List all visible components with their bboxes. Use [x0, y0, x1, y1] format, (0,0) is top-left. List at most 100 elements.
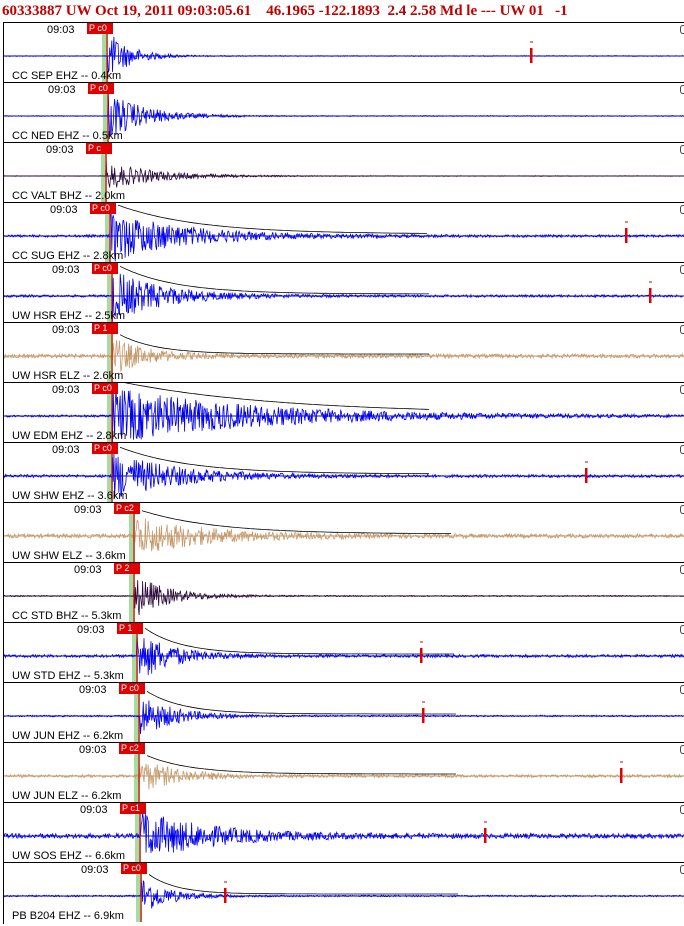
- p-pick-tag[interactable]: P 1: [92, 323, 118, 334]
- waveform: [4, 700, 684, 735]
- trace-panel[interactable]: 09:03 P c0 UW HSR EHZ -- 2.5km: [4, 262, 684, 322]
- trace-panel[interactable]: 09:03 P 1 UW STD EHZ -- 5.3km: [4, 622, 684, 682]
- trace-time-label: 09:03: [81, 864, 109, 876]
- waveform-plot: [4, 623, 684, 682]
- p-pick-tag[interactable]: P c: [86, 143, 112, 154]
- waveform: [4, 389, 684, 442]
- scroll-handle[interactable]: [680, 145, 684, 154]
- pick-window: [107, 443, 113, 502]
- coda-fit-curve: [141, 510, 451, 534]
- station-label: UW HSR EHZ -- 2.5km: [12, 310, 126, 322]
- trace-panel[interactable]: 09:03 P c1 UW SOS EHZ -- 6.6km: [4, 802, 684, 862]
- pick-window: [129, 563, 135, 622]
- trace-panel[interactable]: 09:03 P c0 UW SHW EHZ -- 3.6km: [4, 442, 684, 502]
- scroll-handle[interactable]: [680, 505, 684, 514]
- station-label: UW SHW EHZ -- 3.6km: [12, 490, 128, 502]
- pick-window: [134, 743, 140, 802]
- scroll-handle[interactable]: [680, 685, 684, 694]
- waveform-plot: [4, 803, 684, 862]
- seismogram-stack: 09:03 P c0 CC SEP EHZ -- 0.4km 09:03 P c0 CC …: [3, 22, 684, 924]
- scroll-handle[interactable]: [680, 325, 684, 334]
- scroll-handle[interactable]: [680, 25, 684, 34]
- p-pick-tag[interactable]: P c0: [90, 203, 116, 214]
- trace-panel[interactable]: 09:03 P c2 UW JUN ELZ -- 6.2km: [4, 742, 684, 802]
- pick-window: [136, 863, 142, 922]
- p-pick-tag[interactable]: P c0: [92, 383, 118, 394]
- trace-panel[interactable]: 09:03 P c0 CC SUG EHZ -- 2.8km: [4, 202, 684, 262]
- trace-time-label: 09:03: [52, 384, 80, 396]
- p-pick-tag[interactable]: P c1: [120, 803, 146, 814]
- station-label: CC SEP EHZ -- 0.4km: [12, 70, 122, 82]
- waveform-plot: [4, 143, 684, 202]
- trace-panel[interactable]: 09:03 P c0 UW JUN EHZ -- 6.2km: [4, 682, 684, 742]
- trace-panel[interactable]: 09:03 P 2 CC STD BHZ -- 5.3km: [4, 562, 684, 622]
- pick-window: [129, 503, 135, 562]
- coda-end-marker[interactable]: [620, 768, 623, 783]
- station-label: UW SOS EHZ -- 6.6km: [12, 850, 126, 862]
- scroll-handle[interactable]: [680, 205, 684, 214]
- coda-end-marker[interactable]: [422, 708, 425, 723]
- scroll-handle[interactable]: [680, 625, 684, 634]
- scroll-handle[interactable]: [680, 85, 684, 94]
- scroll-handle[interactable]: [680, 805, 684, 814]
- trace-panel[interactable]: 09:03 P 1 UW HSR ELZ -- 2.6km: [4, 322, 684, 382]
- p-pick-tag[interactable]: P c2: [114, 503, 140, 514]
- coda-end-marker[interactable]: [530, 48, 533, 63]
- waveform: [4, 273, 684, 322]
- coda-end-marker[interactable]: [625, 228, 628, 243]
- p-pick-tag[interactable]: P c0: [92, 443, 118, 454]
- scroll-handle[interactable]: [680, 445, 684, 454]
- scroll-handle[interactable]: [680, 865, 684, 874]
- p-pick-tag[interactable]: P 2: [114, 563, 140, 574]
- p-pick-tag[interactable]: P 1: [117, 623, 143, 634]
- station-label: UW JUN ELZ -- 6.2km: [12, 790, 122, 802]
- scroll-handle[interactable]: [680, 745, 684, 754]
- trace-panel[interactable]: 09:03 P c0 CC NED EHZ -- 0.5km: [4, 82, 684, 142]
- p-pick-tag[interactable]: P c0: [92, 263, 118, 274]
- p-pick-tag[interactable]: P c0: [88, 83, 114, 94]
- waveform: [4, 161, 684, 188]
- waveform: [4, 633, 684, 676]
- coda-fit-curve: [146, 755, 456, 775]
- coda-end-marker[interactable]: [420, 648, 423, 663]
- p-pick-tag[interactable]: P c0: [119, 683, 145, 694]
- station-label: PB B204 EHZ -- 6.9km: [12, 910, 124, 922]
- station-label: UW EDM EHZ -- 2.8km: [12, 430, 127, 442]
- waveform: [4, 763, 684, 790]
- coda-fit-curve: [119, 265, 429, 295]
- trace-panel[interactable]: 09:03 P c0 CC SEP EHZ -- 0.4km: [4, 22, 684, 82]
- trace-panel[interactable]: 09:03 P c CC VALT BHZ -- 2.0km: [4, 142, 684, 202]
- trace-panel[interactable]: 09:03 P c0 PB B204 EHZ -- 6.9km: [4, 862, 684, 922]
- event-header: 60333887 UW Oct 19, 2011 09:03:05.61 46.…: [0, 0, 684, 22]
- trace-time-label: 09:03: [74, 504, 102, 516]
- waveform-plot: [4, 443, 684, 502]
- scroll-handle[interactable]: [680, 385, 684, 394]
- station-label: CC STD BHZ -- 5.3km: [12, 610, 122, 622]
- station-label: CC NED EHZ -- 0.5km: [12, 130, 123, 142]
- coda-end-marker[interactable]: [484, 828, 487, 843]
- coda-end-marker[interactable]: [224, 888, 227, 903]
- coda-fit-curve: [117, 204, 427, 234]
- trace-time-label: 09:03: [50, 204, 78, 216]
- waveform: [4, 879, 684, 909]
- waveform-plot: [4, 383, 684, 442]
- trace-time-label: 09:03: [79, 684, 107, 696]
- trace-panel[interactable]: 09:03 P c2 UW SHW ELZ -- 3.6km: [4, 502, 684, 562]
- scroll-handle[interactable]: [680, 265, 684, 274]
- scroll-handle[interactable]: [680, 565, 684, 574]
- pick-window: [107, 383, 113, 442]
- trace-panel[interactable]: 09:03 P c0 UW EDM EHZ -- 2.8km: [4, 382, 684, 442]
- coda-end-marker[interactable]: [585, 468, 588, 483]
- trace-time-label: 09:03: [48, 84, 76, 96]
- station-label: UW STD EHZ -- 5.3km: [12, 670, 124, 682]
- trace-time-label: 09:03: [74, 564, 102, 576]
- coda-end-marker[interactable]: [649, 288, 652, 303]
- p-pick-tag[interactable]: P c0: [87, 23, 113, 34]
- p-pick-tag[interactable]: P c2: [119, 743, 145, 754]
- waveform-plot: [4, 323, 684, 382]
- waveform: [4, 209, 684, 262]
- station-label: CC SUG EHZ -- 2.8km: [12, 250, 124, 262]
- coda-fit-curve: [148, 874, 458, 895]
- p-pick-tag[interactable]: P c0: [121, 863, 147, 874]
- pick-window: [102, 23, 108, 82]
